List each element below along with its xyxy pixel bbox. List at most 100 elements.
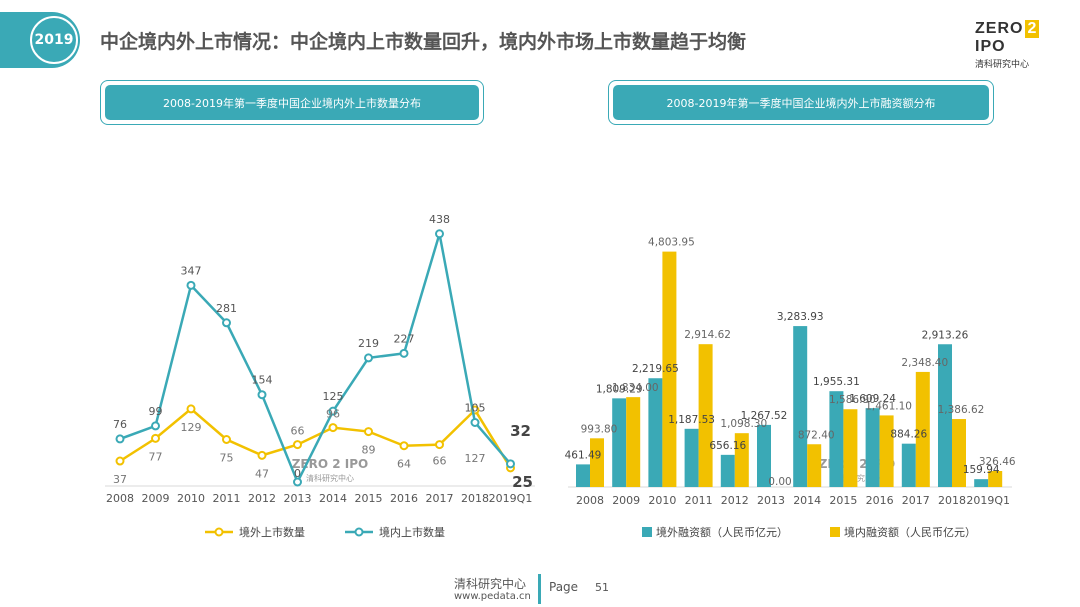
series-line-1 bbox=[119, 233, 512, 486]
legend-label: 境外融资额（人民币亿元） bbox=[656, 525, 788, 539]
outside-bar-label: 159.94 bbox=[963, 464, 1000, 476]
x-tick-label: 2016 bbox=[390, 492, 418, 505]
footer-page-number: 51 bbox=[595, 581, 609, 594]
bar-domestic bbox=[807, 444, 822, 487]
year-badge: 2019 bbox=[0, 12, 80, 68]
domestic-bar-label: 326.46 bbox=[979, 456, 1016, 468]
outside-bar-label: 3,283.93 bbox=[777, 311, 824, 323]
bar-outside bbox=[648, 378, 663, 487]
outside-bar-label: 2,219.65 bbox=[632, 363, 679, 375]
domestic-data-label: 0 bbox=[294, 467, 301, 480]
x-tick-label: 2013 bbox=[757, 494, 785, 507]
x-tick-label: 2012 bbox=[248, 492, 276, 505]
left-panel-title-box: 2008-2019年第一季度中国企业境内外上市数量分布 bbox=[100, 80, 484, 125]
domestic-bar-label: 1,098.30 bbox=[720, 418, 767, 430]
domestic-data-label: 227 bbox=[394, 332, 415, 345]
domestic-data-label: 32 bbox=[510, 422, 531, 440]
outside-bar-label: 1,809.29 bbox=[596, 383, 643, 395]
data-point bbox=[470, 418, 480, 427]
logo-subtitle: 清科研究中心 bbox=[975, 60, 1030, 70]
x-tick-label: 2008 bbox=[576, 494, 604, 507]
x-tick-label: 2015 bbox=[829, 494, 857, 507]
legend-swatch-marker bbox=[214, 527, 224, 537]
bar-outside bbox=[901, 443, 916, 487]
domestic-bar-label: 1,586.90 bbox=[829, 394, 876, 406]
outside-data-label: 47 bbox=[255, 467, 269, 480]
footer-url: www.pedata.cn bbox=[454, 591, 531, 602]
footer-separator bbox=[538, 574, 541, 604]
left-panel-title: 2008-2019年第一季度中国企业境内外上市数量分布 bbox=[105, 85, 479, 120]
footer-org: 清科研究中心 bbox=[454, 577, 527, 591]
domestic-data-label: 154 bbox=[252, 374, 273, 387]
outside-data-label: 64 bbox=[397, 458, 411, 471]
legend-label: 境内上市数量 bbox=[379, 525, 445, 539]
data-point bbox=[293, 477, 302, 487]
outside-bar-label: 2,913.26 bbox=[922, 329, 969, 341]
data-point bbox=[257, 390, 267, 400]
right-panel-title: 2008-2019年第一季度中国企业境内外上市融资额分布 bbox=[613, 85, 989, 120]
x-tick-label: 2014 bbox=[319, 492, 347, 505]
domestic-bar-label: 993.80 bbox=[581, 423, 618, 435]
x-tick-label: 2008 bbox=[106, 492, 134, 505]
domestic-bar-label: 872.40 bbox=[798, 429, 835, 441]
domestic-bar-label: 2,348.40 bbox=[901, 357, 948, 369]
x-tick-label: 2009 bbox=[612, 494, 640, 507]
outside-bar-label: 1,609.24 bbox=[849, 393, 896, 405]
legend-swatch bbox=[830, 527, 840, 537]
page-title: 中企境内外上市情况：中企境内上市数量回升，境内外市场上市数量趋于均衡 bbox=[100, 31, 747, 53]
bar-domestic bbox=[988, 471, 1003, 487]
bar-outside bbox=[612, 398, 627, 487]
bar-domestic bbox=[879, 415, 894, 487]
data-point bbox=[506, 459, 515, 469]
bar-domestic bbox=[843, 409, 858, 487]
bar-domestic bbox=[698, 344, 713, 487]
outside-data-label: 37 bbox=[113, 473, 127, 486]
bar-outside bbox=[684, 428, 699, 487]
x-tick-label: 2009 bbox=[142, 492, 170, 505]
x-tick-label: 2018 bbox=[461, 492, 489, 505]
outside-data-label: 129 bbox=[181, 421, 202, 434]
domestic-bar-label: 1,834.00 bbox=[612, 382, 659, 394]
outside-data-label: 96 bbox=[326, 408, 340, 421]
listing-count-line-chart: ZERO 2 IPO 清科研究中心 2008 2009 2010 2011 2012 2013… bbox=[105, 213, 535, 539]
footer-page-label: Page bbox=[549, 580, 579, 594]
bar-outside bbox=[938, 344, 952, 487]
bar-outside bbox=[720, 454, 735, 487]
data-point bbox=[435, 229, 444, 239]
x-tick-label: 2010 bbox=[648, 494, 676, 507]
bar-domestic bbox=[626, 397, 641, 487]
domestic-bar-label: 2,914.62 bbox=[684, 329, 731, 341]
bar-domestic bbox=[915, 371, 930, 487]
data-point bbox=[115, 434, 125, 444]
x-tick-label: 2019Q1 bbox=[489, 492, 533, 505]
legend-label: 境外上市数量 bbox=[239, 525, 305, 539]
outside-data-label: 75 bbox=[220, 452, 234, 465]
bar-outside bbox=[793, 326, 808, 487]
financing-bar-chart: ZERO 2 IPO清科研究中心200820092010201120122013… bbox=[565, 237, 1016, 539]
logo-text-mid: 2 bbox=[1025, 20, 1040, 38]
zero2ipo-logo: ZERO 2 IPO 清科研究中心 bbox=[975, 20, 1065, 70]
data-point bbox=[222, 318, 231, 328]
domestic-bar-label: 1,461.10 bbox=[865, 400, 912, 412]
bar-outside bbox=[757, 424, 771, 487]
data-point bbox=[328, 423, 338, 433]
logo-text-left: ZERO bbox=[975, 20, 1024, 37]
series-line-0 bbox=[119, 407, 512, 469]
data-point bbox=[364, 427, 373, 437]
x-tick-label: 2013 bbox=[284, 492, 312, 505]
legend-swatch bbox=[642, 527, 652, 537]
data-point bbox=[151, 433, 160, 443]
legend-label: 境内融资额（人民币亿元） bbox=[844, 525, 976, 539]
right-panel-title-box: 2008-2019年第一季度中国企业境内外上市融资额分布 bbox=[608, 80, 994, 125]
x-tick-label: 2012 bbox=[721, 494, 749, 507]
logo-text-right: IPO bbox=[975, 38, 1006, 55]
bar-outside bbox=[974, 479, 989, 487]
data-point bbox=[364, 353, 373, 363]
bar-domestic bbox=[952, 419, 966, 487]
domestic-bar-label: 0.00 bbox=[768, 476, 791, 488]
data-point bbox=[257, 450, 267, 460]
domestic-bar-label: 1,386.62 bbox=[938, 404, 985, 416]
bar-domestic bbox=[590, 438, 604, 487]
x-tick-label: 2017 bbox=[426, 492, 454, 505]
watermark-text: ZERO 2 IPO bbox=[292, 457, 369, 471]
